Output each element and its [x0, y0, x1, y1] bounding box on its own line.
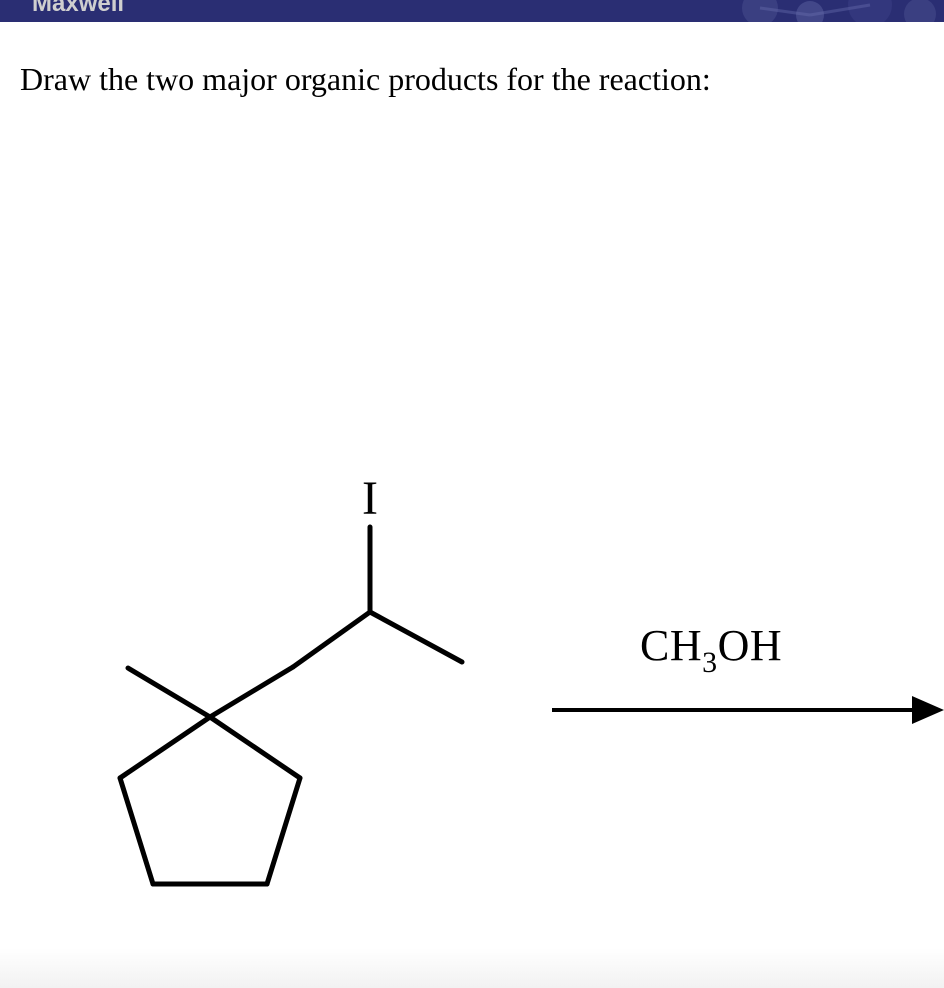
question-prompt: Draw the two major organic products for …	[20, 60, 711, 98]
substrate-structure: I	[70, 472, 490, 952]
reaction-arrow	[550, 690, 944, 730]
content-area: Draw the two major organic products for …	[0, 22, 944, 988]
reagent-label: CH3OH	[640, 620, 782, 678]
header-decor	[0, 0, 944, 22]
bottom-fade	[0, 948, 944, 988]
header-bar: Maxwell	[0, 0, 944, 22]
header-title: Maxwell	[32, 0, 124, 18]
iodine-label: I	[362, 472, 378, 525]
